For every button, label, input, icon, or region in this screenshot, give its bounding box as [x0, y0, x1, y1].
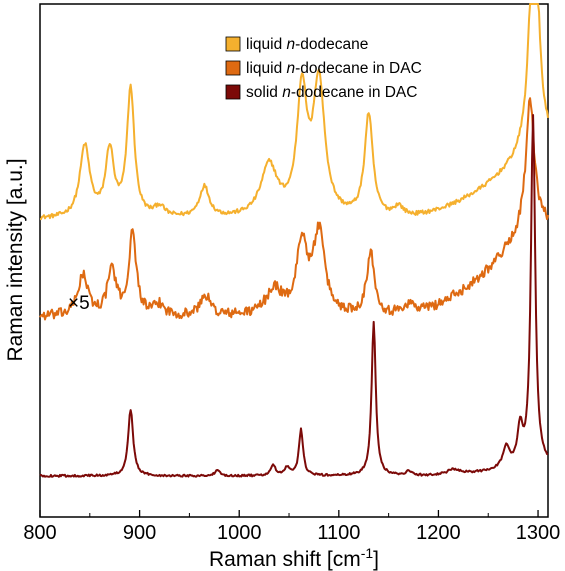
y-axis-title: Raman intensity [a.u.] [4, 158, 27, 361]
x-tick-label-1300: 1300 [516, 522, 561, 544]
x-axis-title: Raman shift [cm-1] [209, 545, 379, 571]
x-axis-title-close: ] [373, 548, 379, 571]
legend-swatch-2 [225, 60, 241, 76]
x-axis-title-main: Raman shift [cm [209, 548, 361, 571]
series-line-3 [39, 113, 549, 478]
x-tick-label-900: 900 [123, 522, 156, 544]
x-tick-label-1200: 1200 [416, 522, 461, 544]
x-axis-title-superscript: -1 [361, 545, 374, 561]
annotation-x5: ×5 [68, 293, 90, 314]
x-tick-label-1100: 1100 [317, 522, 360, 544]
series-line-2 [39, 97, 549, 321]
series-line-1 [39, 3, 549, 221]
x-axis-ticks: 800 900 1000 1100 1200 1300 [23, 510, 560, 544]
legend-label-3: solid n-dodecane in DAC [246, 84, 417, 101]
series-layer [39, 3, 549, 478]
x-tick-label-800: 800 [23, 522, 56, 544]
legend-label-2: liquid n-dodecane in DAC [246, 60, 422, 77]
legend: liquid n-dodecane liquid n-dodecane in DA… [225, 36, 422, 101]
legend-swatch-3 [225, 84, 241, 100]
legend-swatch-1 [225, 36, 241, 52]
legend-label-1: liquid n-dodecane [246, 36, 368, 53]
x-tick-label-1000: 1000 [217, 522, 262, 544]
plot-frame [39, 3, 549, 518]
